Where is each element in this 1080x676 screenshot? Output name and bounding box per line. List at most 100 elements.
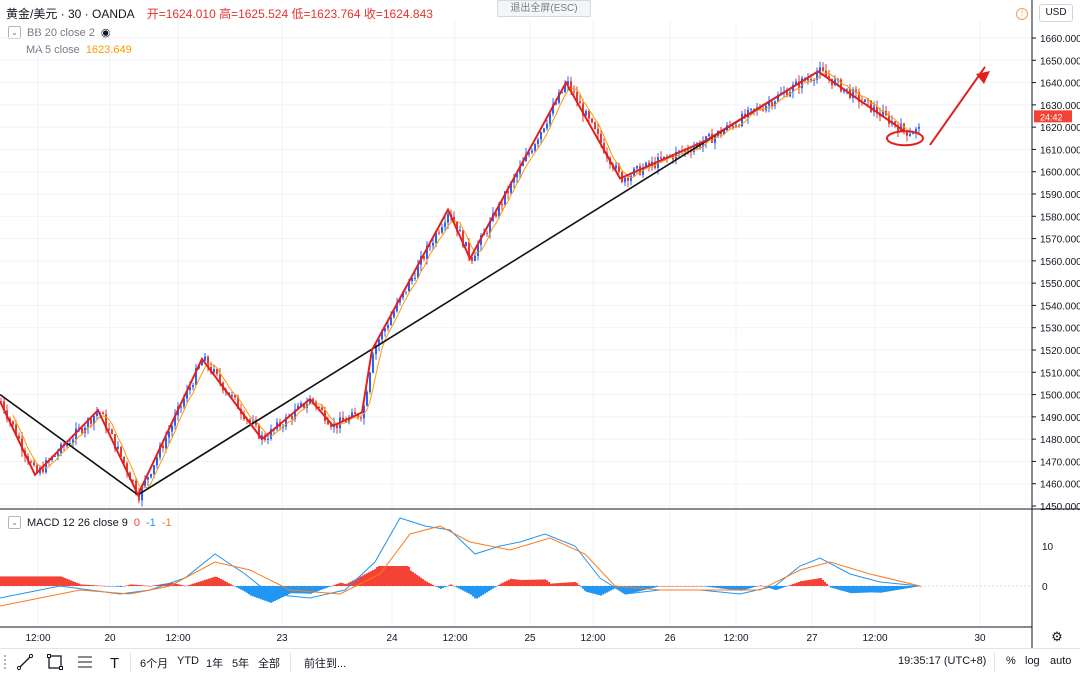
bb-label: BB 20 close 2 xyxy=(27,26,95,39)
macd-hist-bar xyxy=(130,584,132,586)
range-1y[interactable]: 1年 xyxy=(206,658,224,670)
candle-body xyxy=(72,439,74,443)
candle-body xyxy=(489,220,491,234)
candle-body xyxy=(165,437,167,449)
macd-hist-bar xyxy=(232,585,234,586)
percent-toggle[interactable]: % xyxy=(1006,655,1016,667)
macd-hist-bar xyxy=(184,585,186,587)
log-toggle[interactable]: log xyxy=(1025,655,1040,667)
candle-body xyxy=(84,427,86,433)
divider xyxy=(130,653,131,671)
macd-hist-bar xyxy=(804,580,806,586)
macd-hist-bar xyxy=(112,586,114,587)
macd-hist-bar xyxy=(518,579,520,586)
macd-hist-bar xyxy=(672,586,674,587)
macd-hist-bar xyxy=(98,585,100,587)
text-tool-icon[interactable]: T xyxy=(106,653,124,671)
candle-body xyxy=(486,232,488,234)
currency-badge[interactable]: USD xyxy=(1039,4,1073,22)
macd-hist-bar xyxy=(594,586,596,595)
price-tick-label: 1460.000 xyxy=(1040,480,1080,491)
candle-body xyxy=(447,214,449,223)
chevron-down-icon[interactable]: ⌄ xyxy=(8,516,21,529)
macd-hist-bar xyxy=(764,586,766,587)
macd-hist-bar xyxy=(398,566,400,586)
eye-icon[interactable]: ◉ xyxy=(100,27,111,39)
price-tick-label: 1570.000 xyxy=(1040,235,1080,246)
macd-hist-bar xyxy=(246,586,248,593)
candle-body xyxy=(912,133,914,135)
signal-line xyxy=(0,525,921,607)
candle-body xyxy=(348,417,350,423)
macd-hist-bar xyxy=(392,566,394,586)
macd-hist-bar xyxy=(186,585,188,587)
macd-hist-bar xyxy=(540,579,542,586)
rectangle-tool-icon[interactable] xyxy=(46,653,64,671)
macd-hist-bar xyxy=(902,586,904,590)
macd-histogram xyxy=(0,566,922,603)
trend-line-tool-icon[interactable] xyxy=(16,653,34,671)
price-chart[interactable]: 1660.000 1650.000 1640.000 1630.000 1620.000… xyxy=(0,0,1080,648)
candle-body xyxy=(774,101,776,106)
candle-body xyxy=(690,151,692,153)
candle-body xyxy=(384,328,386,332)
macd-hist-bar xyxy=(134,584,136,586)
macd-hist-bar xyxy=(92,585,94,586)
macd-hist-bar xyxy=(44,576,46,586)
macd-hist-bar xyxy=(606,586,608,593)
macd-hist-bar xyxy=(52,576,54,586)
macd-hist-bar xyxy=(702,586,704,587)
auto-toggle[interactable]: auto xyxy=(1050,655,1072,667)
macd-hist-bar xyxy=(80,584,82,586)
macd-hist-bar xyxy=(426,581,428,586)
macd-hist-bar xyxy=(826,583,828,586)
alert-icon[interactable]: ! xyxy=(1016,8,1028,20)
range-all[interactable]: 全部 xyxy=(258,658,280,670)
macd-hist-bar xyxy=(332,585,334,587)
macd-hist-bar xyxy=(622,586,624,593)
candle-body xyxy=(711,133,713,143)
macd-hist-bar xyxy=(208,578,210,586)
macd-hist-bar xyxy=(456,586,458,588)
macd-hist-bar xyxy=(300,586,302,594)
macd-hist-bar xyxy=(592,586,594,594)
range-6m[interactable]: 6个月 xyxy=(140,658,169,670)
candle-body xyxy=(597,128,599,134)
symbol-title[interactable]: 黄金/美元 · 30 · OANDA xyxy=(6,7,135,21)
candle-body xyxy=(438,232,440,234)
macd-hist-bar xyxy=(678,586,680,587)
candle-body xyxy=(810,79,812,81)
range-ytd[interactable]: YTD xyxy=(177,655,199,667)
macd-hist-bar xyxy=(866,586,868,593)
macd-hist-bar xyxy=(782,586,784,588)
macd-hist-bar xyxy=(262,586,264,600)
macd-hist-bar xyxy=(528,579,530,586)
ma-indicator-row[interactable]: MA 5 close 1623.649 xyxy=(8,44,132,56)
candle-body xyxy=(579,101,581,104)
candle-body xyxy=(45,460,47,473)
macd-hist-bar xyxy=(886,586,888,592)
macd-hist-bar xyxy=(586,586,588,593)
candle-body xyxy=(267,438,269,440)
macd-hist-bar xyxy=(598,586,600,596)
macd-hist-bar xyxy=(716,586,718,588)
macd-hist-bar xyxy=(740,586,742,591)
macd-hist-bar xyxy=(624,586,626,594)
time-tick-label: 24 xyxy=(386,633,398,644)
drag-handle[interactable] xyxy=(4,655,10,669)
macd-hist-bar xyxy=(834,586,836,589)
macd-hist-bar xyxy=(10,576,12,586)
goto-button[interactable]: 前往到... xyxy=(304,658,347,670)
range-5y[interactable]: 5年 xyxy=(232,658,250,670)
macd-indicator-row[interactable]: ⌄ MACD 12 26 close 9 0 -1 -1 xyxy=(8,516,172,529)
exit-fullscreen-button[interactable]: 退出全屏(ESC) xyxy=(497,0,591,17)
candle-body xyxy=(300,403,302,406)
fib-tool-icon[interactable] xyxy=(76,653,94,671)
candle-body xyxy=(600,133,602,144)
candle-body xyxy=(456,221,458,232)
time-tick-label: 12:00 xyxy=(25,633,50,644)
macd-hist-bar xyxy=(340,582,342,586)
candle-body xyxy=(915,128,917,134)
candle-body xyxy=(192,385,194,388)
candle-body xyxy=(828,76,830,79)
